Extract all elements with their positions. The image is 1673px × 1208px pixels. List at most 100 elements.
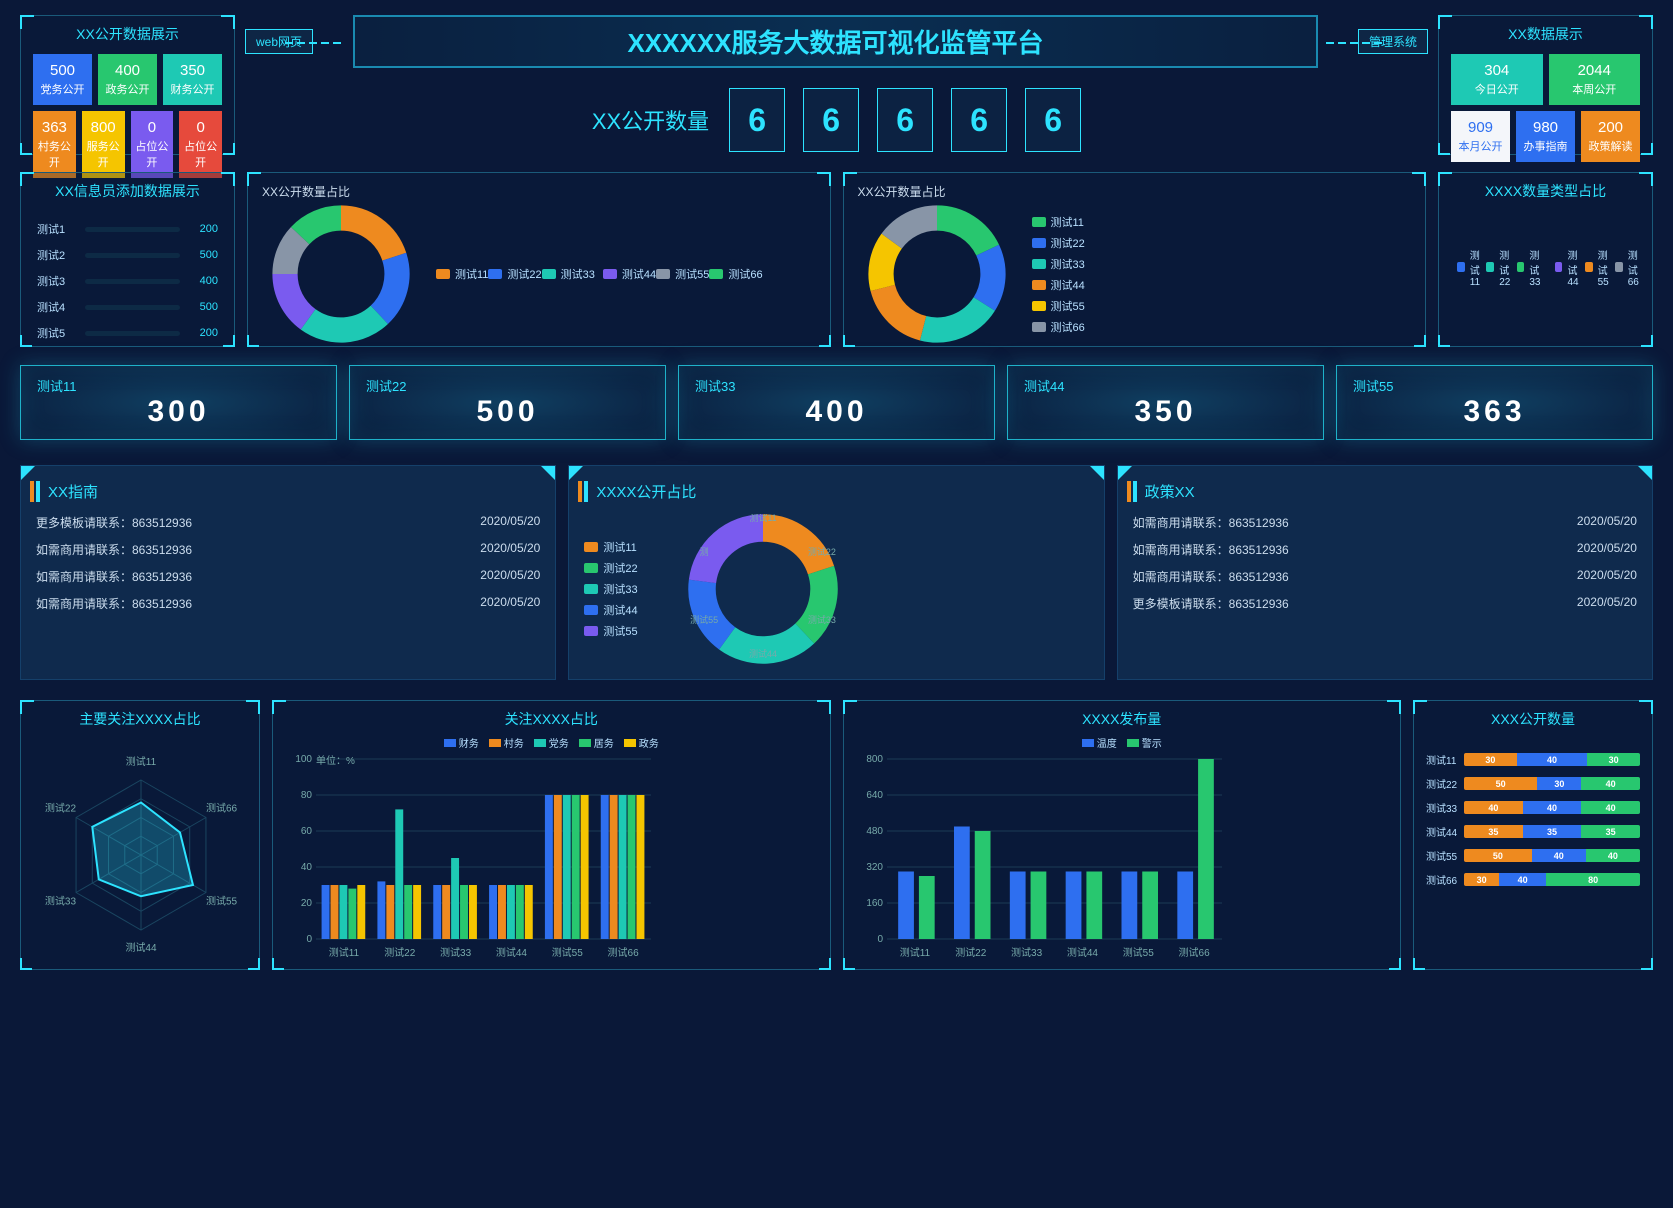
pie-panel: XXXX数量类型占比 测试11测试22测试33测试44测试55测试66 — [1438, 172, 1653, 347]
list-item: 如需商用请联系：8635129362020/05/20 — [36, 595, 540, 612]
panel-title: XX数据展示 — [1447, 24, 1644, 44]
donut2-panel: XX公开数量占比 测试11测试22测试33测试44测试55测试66 — [843, 172, 1427, 347]
stacked-row: 测试44353535 — [1426, 824, 1640, 839]
panel-title: 主要关注XXXX占比 — [29, 709, 251, 729]
panel-title: XX公开数量占比 — [858, 183, 1418, 200]
svg-text:测试66: 测试66 — [206, 802, 238, 815]
svg-text:40: 40 — [301, 862, 313, 873]
panel-title: XXXX数量类型占比 — [1447, 181, 1644, 201]
counter-digit: 6 — [729, 88, 785, 152]
svg-text:测试33: 测试33 — [440, 946, 472, 959]
list-item: 如需商用请联系：8635129362020/05/20 — [1133, 541, 1637, 558]
list-item: 如需商用请联系：8635129362020/05/20 — [1133, 514, 1637, 531]
svg-text:测试66: 测试66 — [608, 946, 640, 959]
panel-title: 政策XX — [1133, 481, 1637, 502]
svg-text:测试11: 测试11 — [329, 946, 360, 959]
svg-text:320: 320 — [866, 862, 883, 873]
policy-panel: 政策XX 如需商用请联系：8635129362020/05/20 如需商用请联系：… — [1117, 465, 1653, 680]
svg-text:测试11: 测试11 — [749, 514, 776, 523]
svg-text:测试22: 测试22 — [955, 946, 987, 959]
stat-card: 测试44350 — [1007, 365, 1324, 440]
svg-text:测试55: 测试55 — [552, 946, 584, 959]
svg-text:测试44: 测试44 — [125, 941, 157, 954]
svg-text:100: 100 — [295, 754, 312, 765]
panel-title: XX公开数据展示 — [29, 24, 226, 44]
panel-title: XX指南 — [36, 481, 540, 502]
donut3-panel: XXXX公开占比 测试11测试22测试33测试44测试55测试11测试22测试3… — [568, 465, 1104, 680]
svg-text:测试55: 测试55 — [1122, 946, 1154, 959]
bar-item: 测试2500 — [37, 247, 218, 263]
list-item: 如需商用请联系：8635129362020/05/20 — [1133, 568, 1637, 585]
panel-title: XX公开数量占比 — [262, 183, 822, 200]
svg-text:单位：%: 单位：% — [316, 754, 355, 767]
svg-text:测试22: 测试22 — [807, 546, 835, 557]
counter-digit: 6 — [1025, 88, 1081, 152]
panel-title: XX信息员添加数据展示 — [29, 181, 226, 201]
svg-text:测试11: 测试11 — [126, 755, 157, 768]
counter-digit: 6 — [877, 88, 933, 152]
stacked-row: 测试22503040 — [1426, 776, 1640, 791]
stat-tile: 304今日公开 — [1451, 54, 1543, 105]
stat-tile: 363村务公开 — [33, 111, 76, 178]
svg-text:60: 60 — [301, 826, 313, 837]
stat-tile: 200政策解读 — [1581, 111, 1640, 162]
top-right-panel: XX数据展示 304今日公开2044本周公开909本月公开980办事指南200政… — [1438, 15, 1653, 155]
svg-text:160: 160 — [866, 898, 883, 909]
svg-text:测试55: 测试55 — [690, 614, 718, 625]
grouped-panel: 关注XXXX占比 财务村务党务居务政务 020406080100单位：%测试11… — [272, 700, 831, 970]
svg-text:测试22: 测试22 — [384, 946, 416, 959]
panel-title: XXXX公开占比 — [584, 481, 1088, 502]
svg-text:0: 0 — [877, 934, 883, 945]
svg-text:0: 0 — [306, 934, 312, 945]
panel-title: XXXX发布量 — [852, 709, 1393, 729]
top-left-panel: XX公开数据展示 500党务公开400政务公开350财务公开363村务公开800… — [20, 15, 235, 155]
stat-tile: 909本月公开 — [1451, 111, 1510, 162]
stat-tile: 2044本周公开 — [1549, 54, 1641, 105]
bars2-panel: XXXX发布量 温度警示 0160320480640800测试11测试22测试3… — [843, 700, 1402, 970]
list-item: 更多模板请联系：8635129362020/05/20 — [36, 514, 540, 531]
bar-item: 测试4500 — [37, 299, 218, 315]
svg-text:测: 测 — [699, 547, 708, 557]
barlist-panel: XX信息员添加数据展示 测试1200测试2500测试3400测试4500测试52… — [20, 172, 235, 347]
stat-card: 测试22500 — [349, 365, 666, 440]
counter-digit: 6 — [803, 88, 859, 152]
stat-tile: 980办事指南 — [1516, 111, 1575, 162]
stacked-row: 测试33404040 — [1426, 800, 1640, 815]
counter-label: XX公开数量 — [592, 104, 709, 136]
svg-text:测试44: 测试44 — [1066, 946, 1098, 959]
list-item: 更多模板请联系：8635129362020/05/20 — [1133, 595, 1637, 612]
svg-text:测试33: 测试33 — [45, 895, 77, 908]
stacked-row: 测试55504040 — [1426, 848, 1640, 863]
svg-text:测试22: 测试22 — [45, 802, 77, 815]
panel-title: 关注XXXX占比 — [281, 709, 822, 729]
bar-item: 测试5200 — [37, 325, 218, 341]
stat-tile: 800服务公开 — [82, 111, 125, 178]
stat-tile: 350财务公开 — [163, 54, 222, 105]
stat-card: 测试33400 — [678, 365, 995, 440]
stat-tile: 0占位公开 — [131, 111, 174, 178]
svg-text:测试55: 测试55 — [206, 895, 238, 908]
svg-text:测试33: 测试33 — [1011, 946, 1043, 959]
svg-text:测试66: 测试66 — [1178, 946, 1210, 959]
svg-text:测试11: 测试11 — [899, 946, 930, 959]
stat-tile: 400政务公开 — [98, 54, 157, 105]
stat-tile: 500党务公开 — [33, 54, 92, 105]
stat-card: 测试55363 — [1336, 365, 1653, 440]
list-item: 如需商用请联系：8635129362020/05/20 — [36, 568, 540, 585]
panel-title: XXX公开数量 — [1422, 709, 1644, 729]
donut1-panel: XX公开数量占比 测试11测试22测试33测试44测试55测试66 — [247, 172, 831, 347]
svg-text:测试33: 测试33 — [807, 614, 835, 625]
guide-panel: XX指南 更多模板请联系：8635129362020/05/20 如需商用请联系：… — [20, 465, 556, 680]
svg-text:测试44: 测试44 — [496, 946, 528, 959]
bar-item: 测试1200 — [37, 221, 218, 237]
stat-card: 测试11300 — [20, 365, 337, 440]
counter: XX公开数量 66666 — [245, 88, 1428, 152]
stat-tile: 0占位公开 — [179, 111, 222, 178]
svg-text:640: 640 — [866, 790, 883, 801]
svg-text:20: 20 — [301, 898, 313, 909]
svg-text:80: 80 — [301, 790, 313, 801]
list-item: 如需商用请联系：8635129362020/05/20 — [36, 541, 540, 558]
svg-text:测试44: 测试44 — [749, 648, 777, 659]
svg-text:800: 800 — [866, 754, 883, 765]
radar-panel: 主要关注XXXX占比 测试11 测试66 测试55 测试44 测试33 测试22 — [20, 700, 260, 970]
